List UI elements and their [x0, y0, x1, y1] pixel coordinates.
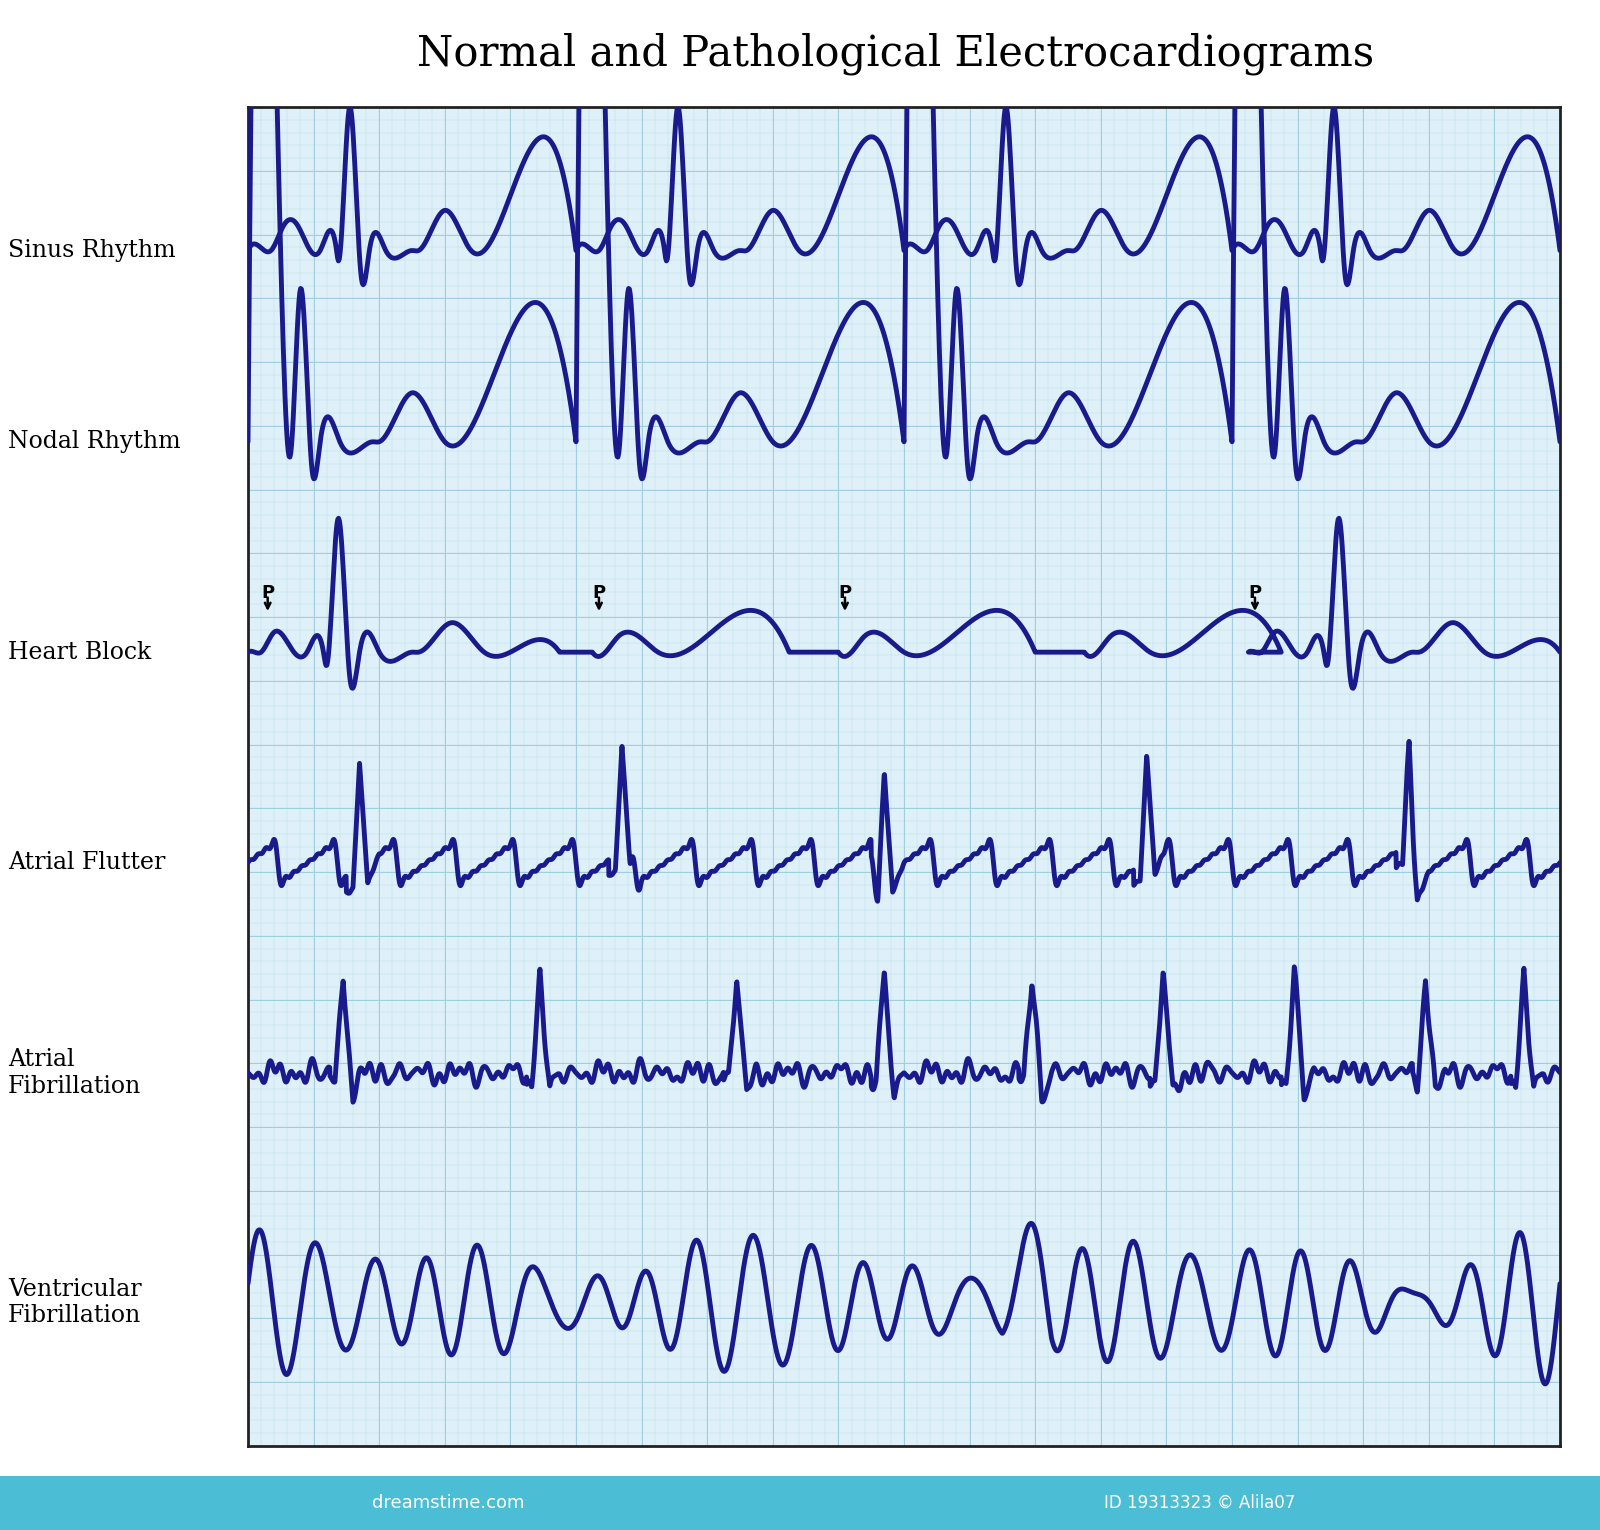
- Text: P: P: [838, 584, 851, 603]
- Text: Sinus Rhythm: Sinus Rhythm: [8, 239, 176, 262]
- Text: Atrial Flutter: Atrial Flutter: [8, 851, 165, 874]
- Text: Atrial
Fibrillation: Atrial Fibrillation: [8, 1048, 141, 1097]
- Text: Heart Block: Heart Block: [8, 641, 152, 664]
- Text: ID 19313323 © Alila07: ID 19313323 © Alila07: [1104, 1495, 1296, 1512]
- Text: Nodal Rhythm: Nodal Rhythm: [8, 430, 181, 453]
- Text: P: P: [1248, 584, 1261, 603]
- Text: dreamstime.com: dreamstime.com: [371, 1495, 525, 1512]
- Text: Normal and Pathological Electrocardiograms: Normal and Pathological Electrocardiogra…: [418, 32, 1374, 75]
- Text: P: P: [261, 584, 274, 603]
- Text: P: P: [592, 584, 605, 603]
- Text: Ventricular
Fibrillation: Ventricular Fibrillation: [8, 1278, 142, 1327]
